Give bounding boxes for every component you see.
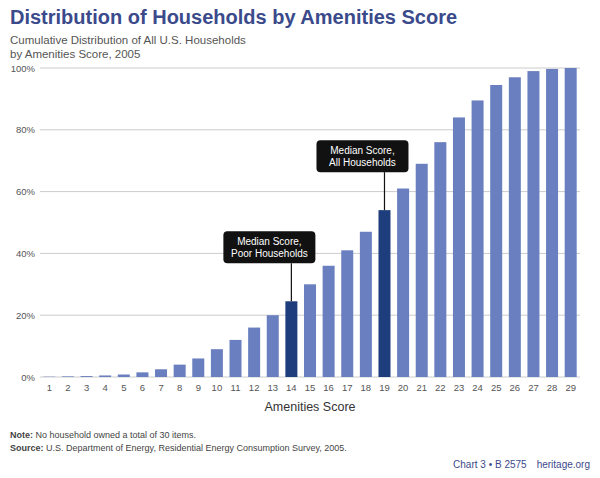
x-tick-label: 6 [140, 382, 145, 393]
bar [43, 376, 55, 377]
bar [285, 301, 297, 377]
x-tick-label: 25 [491, 382, 502, 393]
x-tick-label: 15 [305, 382, 316, 393]
bar [174, 365, 186, 377]
bar [248, 328, 260, 377]
x-tick-label: 8 [177, 382, 182, 393]
x-tick-label: 2 [65, 382, 70, 393]
y-tick-label: 100% [11, 63, 36, 74]
bar [267, 315, 279, 377]
y-tick-label: 40% [16, 248, 36, 259]
annotation-box [316, 140, 408, 172]
x-tick-label: 20 [398, 382, 409, 393]
y-tick-label: 60% [16, 186, 36, 197]
x-tick-label: 7 [158, 382, 163, 393]
bar [472, 100, 484, 377]
bar [565, 68, 577, 377]
bar [323, 266, 335, 377]
subtitle: by Amenities Score, 2005 [10, 48, 140, 60]
x-tick-label: 1 [47, 382, 52, 393]
bar [99, 375, 111, 377]
x-tick-label: 3 [84, 382, 89, 393]
bar [378, 210, 390, 377]
x-tick-label: 5 [121, 382, 126, 393]
note: Note: No household owned a total of 30 i… [10, 430, 196, 440]
background [0, 0, 600, 478]
bar [136, 372, 148, 377]
bar [304, 284, 316, 377]
bar [118, 375, 130, 377]
annotation-leader [384, 172, 385, 210]
title: Distribution of Households by Amenities … [10, 6, 457, 28]
grid-line [40, 68, 580, 69]
y-tick-label: 80% [16, 124, 36, 135]
bar [230, 340, 242, 377]
bar [62, 376, 74, 377]
bar [416, 164, 428, 377]
annotation-text: All Households [329, 157, 396, 168]
x-tick-label: 16 [323, 382, 334, 393]
bar [155, 369, 167, 377]
x-tick-label: 22 [435, 382, 446, 393]
x-tick-label: 29 [565, 382, 576, 393]
x-tick-label: 17 [342, 382, 353, 393]
x-tick-label: 26 [510, 382, 521, 393]
bar [453, 117, 465, 377]
annotation-box [223, 231, 315, 263]
x-tick-label: 24 [472, 382, 483, 393]
bars [43, 68, 576, 377]
x-tick-label: 27 [528, 382, 539, 393]
x-tick-label: 4 [103, 382, 108, 393]
x-tick-label: 11 [231, 382, 241, 393]
bar [490, 85, 502, 377]
footer-site: heritage.org [537, 459, 590, 470]
footer-chart-id: Chart 3 • B 2575 [453, 459, 527, 470]
x-tick-label: 28 [547, 382, 558, 393]
x-tick-label: 13 [267, 382, 278, 393]
x-tick-label: 21 [416, 382, 427, 393]
annotation-text: Median Score, [237, 236, 301, 247]
x-tick-label: 9 [196, 382, 201, 393]
y-tick-label: 0% [21, 372, 35, 383]
x-tick-label: 19 [379, 382, 390, 393]
bar [509, 77, 521, 377]
y-tick-label: 20% [16, 310, 36, 321]
x-tick-label: 23 [454, 382, 465, 393]
bar [192, 358, 204, 377]
x-tick-label: 18 [361, 382, 372, 393]
annotation-text: Median Score, [330, 145, 394, 156]
annotation-leader [291, 263, 292, 301]
bar [546, 69, 558, 377]
bar [397, 189, 409, 377]
bar [81, 376, 93, 377]
bar [360, 232, 372, 377]
chart: Distribution of Households by Amenities … [0, 0, 600, 478]
subtitle: Cumulative Distribution of All U.S. Hous… [10, 34, 246, 46]
note: Source: U.S. Department of Energy, Resid… [10, 443, 347, 453]
bar [434, 142, 446, 377]
x-tick-label: 12 [249, 382, 260, 393]
bar [341, 250, 353, 377]
bar [211, 349, 223, 377]
x-tick-label: 10 [212, 382, 223, 393]
x-axis-label: Amenities Score [264, 400, 355, 414]
bar [527, 71, 539, 377]
x-tick-label: 14 [286, 382, 297, 393]
annotation-text: Poor Households [231, 248, 308, 259]
